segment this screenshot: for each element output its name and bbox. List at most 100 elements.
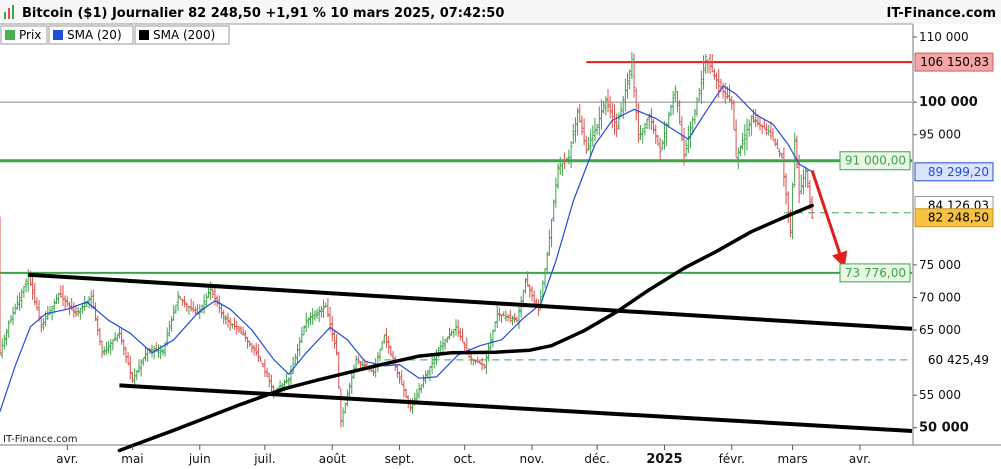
candle: [571, 123, 575, 145]
candle: [376, 351, 380, 372]
candle: [502, 311, 506, 317]
candle: [324, 302, 328, 308]
candle: [628, 69, 632, 90]
candle: [530, 286, 534, 302]
candle: [337, 351, 341, 389]
legend-swatch-sma200: [139, 30, 149, 40]
candle: [673, 85, 677, 102]
candle: [174, 304, 178, 314]
candle: [489, 332, 493, 351]
candle: [76, 306, 80, 317]
candle: [723, 82, 727, 104]
candle: [109, 338, 113, 355]
candle: [730, 96, 734, 110]
candle: [728, 84, 732, 103]
candle: [185, 302, 189, 312]
candle: [193, 306, 197, 315]
time-tick-label: sept.: [385, 452, 415, 466]
candle: [326, 297, 330, 318]
candle: [765, 123, 769, 136]
candle: [289, 365, 293, 388]
sma20-line: [0, 85, 813, 412]
candle: [130, 372, 134, 383]
candle: [589, 129, 593, 157]
candle: [754, 108, 758, 127]
candle: [141, 357, 145, 366]
candle: [348, 382, 352, 397]
candle: [204, 293, 208, 308]
candle: [187, 306, 191, 315]
support-tag-support-91000: 91 000,00: [839, 151, 911, 171]
candle: [269, 374, 273, 393]
sma20-tag-box: [914, 162, 994, 182]
candle: [721, 82, 725, 99]
candle: [411, 397, 415, 414]
candle: [402, 380, 406, 398]
candle: [309, 312, 313, 326]
candle: [738, 145, 742, 156]
candle: [172, 305, 176, 321]
candle: [87, 296, 91, 309]
candle: [708, 54, 712, 74]
candle: [680, 116, 684, 141]
candle: [743, 124, 747, 156]
candle: [161, 348, 165, 356]
level-tag-60425-label: 60 425,49: [928, 353, 989, 367]
support-tag-support-73776: 73 776,00: [839, 263, 911, 283]
time-tick-label: nov.: [520, 452, 545, 466]
candle: [295, 343, 299, 363]
candle: [684, 139, 688, 157]
candle: [804, 166, 808, 188]
price-candles: [0, 51, 814, 428]
candle: [610, 102, 614, 129]
candle: [606, 89, 610, 113]
candle: [508, 309, 512, 323]
candle: [124, 347, 128, 363]
candle: [322, 299, 326, 319]
candle: [7, 320, 11, 338]
legend-item-sma200[interactable]: [134, 25, 230, 45]
price-tick-label: 50 000: [919, 421, 969, 436]
candle: [513, 312, 517, 323]
candle: [122, 339, 126, 356]
legend-item-sma20[interactable]: [48, 25, 134, 45]
candle: [478, 359, 482, 365]
candle: [382, 334, 386, 344]
trendlines: [28, 170, 913, 433]
projection-arrow-shaft: [810, 170, 842, 254]
candle: [578, 104, 582, 123]
candle: [769, 121, 773, 140]
candle: [682, 128, 686, 166]
candle: [652, 119, 656, 134]
candle: [404, 388, 408, 398]
candle: [782, 147, 786, 187]
candle: [791, 182, 795, 240]
sma20-tag-label: 89 299,20: [928, 165, 989, 179]
candle: [550, 218, 554, 248]
candle: [215, 295, 219, 307]
candle: [61, 285, 65, 307]
candle: [693, 108, 697, 125]
candle: [445, 336, 449, 344]
candle: [72, 302, 76, 318]
resistance-tag-label: 106 150,83: [920, 55, 989, 69]
candle: [415, 388, 419, 402]
candle: [775, 138, 779, 150]
candle: [250, 343, 254, 353]
candle: [580, 115, 584, 135]
candle: [385, 328, 389, 348]
candle: [665, 122, 669, 146]
time-tick-label: 2025: [646, 452, 682, 467]
candle: [306, 317, 310, 328]
candle: [139, 359, 143, 377]
candle: [213, 285, 217, 306]
price-tick-label: 100 000: [919, 95, 978, 110]
candle: [678, 100, 682, 125]
candle: [176, 291, 180, 311]
candle: [428, 365, 432, 382]
price-tag-label: 82 248,50: [928, 211, 989, 225]
time-tick-label: avr.: [849, 452, 871, 466]
candle: [632, 53, 636, 98]
